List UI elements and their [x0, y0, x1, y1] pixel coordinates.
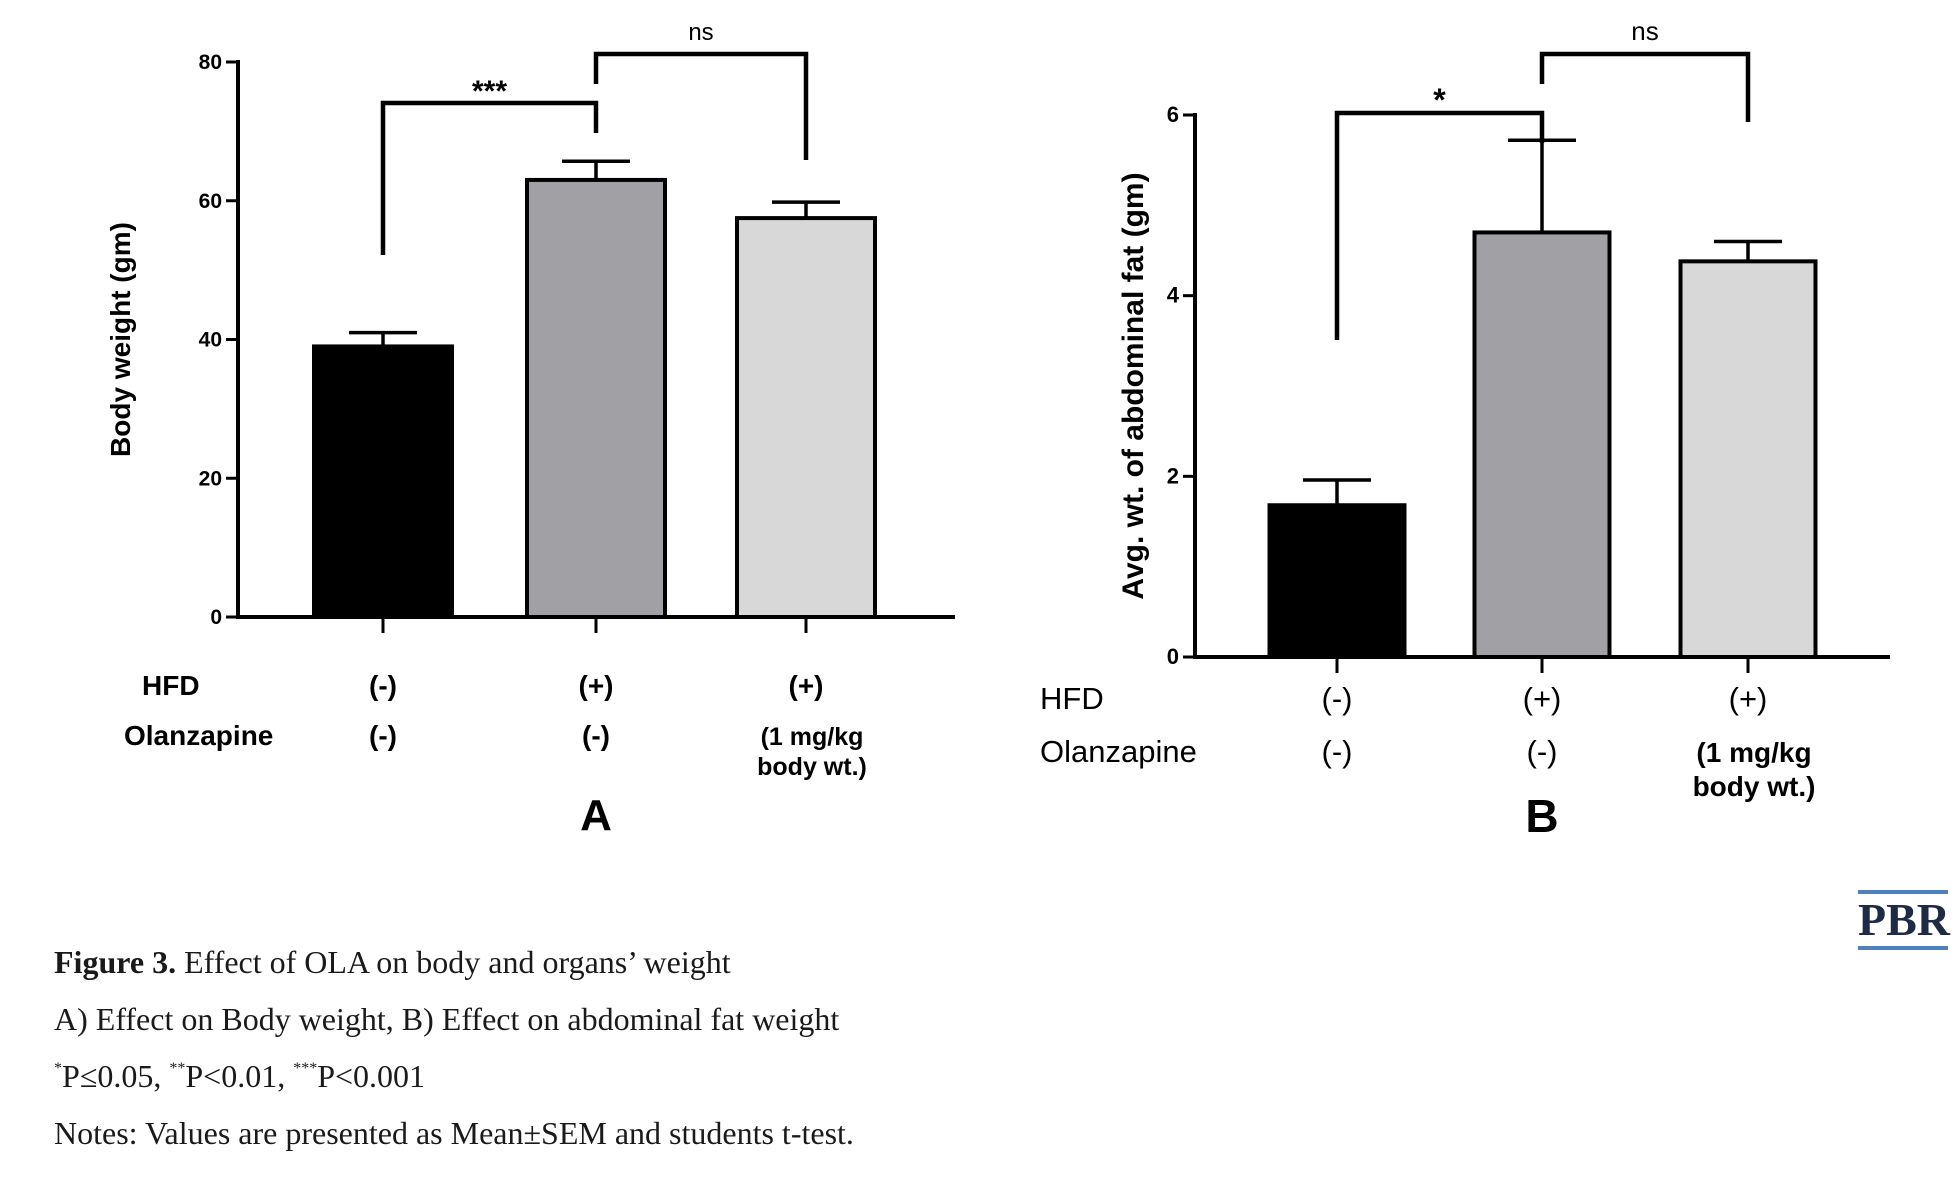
caption-title-line: Figure 3. Effect of OLA on body and orga…: [54, 940, 854, 984]
significance-bracket: [1539, 51, 1751, 122]
bar: [1472, 230, 1612, 660]
row-label-hfd: HFD: [1040, 681, 1104, 716]
olanzapine-condition-label: body wt.): [757, 753, 867, 781]
hfd-condition-label: (+): [579, 670, 614, 701]
y-tick-label: 2: [1167, 463, 1179, 488]
row-label-olanzapine: Olanzapine: [1040, 734, 1197, 769]
bar: [1678, 259, 1818, 659]
significance-label: *: [1433, 82, 1446, 118]
bar: [312, 344, 454, 619]
significance-bracket: [593, 51, 809, 160]
significance-label: ns: [688, 19, 713, 46]
hfd-condition-label: (-): [369, 670, 397, 701]
y-tick-label: 0: [210, 606, 222, 629]
row-label-olanzapine: Olanzapine: [124, 720, 273, 751]
caption-figure-label: Figure 3.: [54, 944, 177, 980]
olanzapine-condition-label: body wt.): [1693, 771, 1816, 802]
caption-significance: *P≤0.05, **P<0.01, ***P<0.001: [54, 1058, 426, 1094]
significance-label: ns: [1631, 16, 1658, 46]
significance-bracket: [380, 100, 599, 255]
chart-panel-B: 0 2 4 6 Avg. wt. of abdominal fat (gm) * ns HFD…: [1040, 16, 1890, 842]
olanzapine-condition-label: (-): [582, 720, 610, 751]
olanzapine-condition-label: (-): [369, 720, 397, 751]
bar: [1267, 503, 1407, 659]
y-tick-label: 80: [199, 51, 222, 74]
caption-notes: Notes: Values are presented as Mean±SEM …: [54, 1115, 854, 1151]
caption-panel-description: A) Effect on Body weight, B) Effect on a…: [54, 1001, 840, 1037]
bar: [525, 177, 667, 619]
y-tick-label: 20: [199, 467, 222, 490]
significance-bracket: [1334, 110, 1545, 340]
caption-figure-title: Effect of OLA on body and organs’ weight: [184, 944, 731, 980]
hfd-condition-label: (+): [1523, 681, 1562, 716]
y-tick-label: 60: [199, 190, 222, 213]
hfd-condition-label: (+): [1729, 681, 1768, 716]
logo-text: PBR: [1858, 894, 1950, 945]
olanzapine-condition-label: (-): [1322, 734, 1353, 769]
olanzapine-condition-label: (1 mg/kg: [1696, 737, 1811, 768]
y-axis-label: Avg. wt. of abdominal fat (gm): [1117, 172, 1150, 599]
hfd-condition-label: (+): [789, 670, 824, 701]
row-label-hfd: HFD: [142, 670, 200, 701]
y-tick-label: 0: [1167, 644, 1179, 669]
panel-label: A: [580, 791, 612, 840]
olanzapine-condition-label: (-): [1527, 734, 1558, 769]
hfd-condition-label: (-): [1322, 681, 1353, 716]
panel-label: B: [1525, 790, 1558, 842]
figure-caption: Figure 3. Effect of OLA on body and orga…: [54, 940, 854, 1168]
olanzapine-condition-label: (1 mg/kg: [761, 723, 864, 751]
chart-panel-A: 0 20 40 60 80 Body weight (gm) *** ns HFD Olanzap…: [105, 19, 955, 840]
significance-label: ***: [472, 75, 507, 108]
y-tick-label: 4: [1167, 283, 1180, 308]
y-tick-label: 40: [199, 329, 222, 352]
pbr-logo: PBR: [1858, 890, 1950, 950]
y-tick-label: 6: [1167, 102, 1179, 127]
bar: [735, 216, 877, 619]
y-axis-label: Body weight (gm): [105, 222, 136, 457]
